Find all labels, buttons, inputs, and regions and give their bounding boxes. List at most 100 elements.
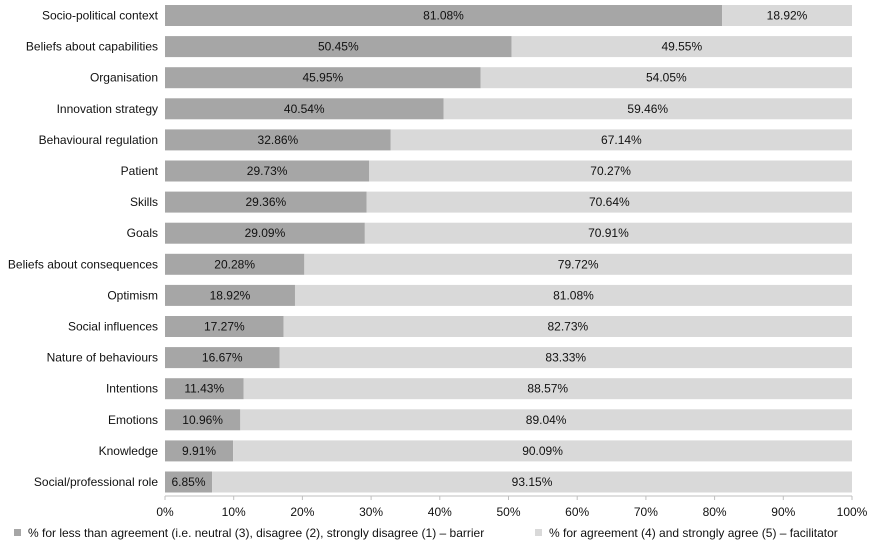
data-label-facilitator: 67.14% bbox=[601, 133, 642, 147]
bar-barrier bbox=[165, 347, 280, 369]
bar-facilitator bbox=[304, 253, 852, 275]
bar-facilitator bbox=[390, 129, 852, 151]
data-label-facilitator: 82.73% bbox=[547, 320, 588, 334]
bar-barrier bbox=[165, 191, 367, 213]
bar-barrier bbox=[165, 253, 305, 275]
data-label-facilitator: 88.57% bbox=[527, 382, 568, 396]
category-label: Emotions bbox=[108, 413, 158, 427]
x-tick-label: 60% bbox=[565, 505, 589, 519]
legend-swatch-barrier bbox=[14, 529, 21, 536]
category-labels: Socio-political context Beliefs about cap… bbox=[8, 9, 159, 490]
bar-barrier bbox=[165, 409, 241, 431]
data-label-facilitator: 79.72% bbox=[558, 257, 599, 271]
data-label-barrier: 18.92% bbox=[210, 288, 251, 302]
bar-barrier bbox=[165, 316, 284, 337]
data-label-facilitator: 59.46% bbox=[627, 102, 668, 116]
category-label: Knowledge bbox=[99, 444, 159, 458]
legend-swatch-facilitator bbox=[535, 529, 542, 536]
bar-facilitator bbox=[283, 316, 852, 337]
bar-facilitator bbox=[369, 160, 852, 182]
bar-barrier bbox=[165, 129, 391, 151]
data-label-barrier: 32.86% bbox=[258, 133, 299, 147]
data-label-barrier: 9.91% bbox=[182, 444, 216, 458]
data-label-facilitator: 93.15% bbox=[512, 475, 553, 489]
x-tick-label: 80% bbox=[703, 505, 727, 519]
bar-facilitator bbox=[240, 409, 853, 431]
x-tick-label: 20% bbox=[290, 505, 314, 519]
bar-barrier bbox=[165, 5, 723, 26]
category-label: Intentions bbox=[106, 382, 158, 396]
bar-facilitator bbox=[279, 347, 852, 369]
bars bbox=[165, 5, 853, 493]
category-label: Beliefs about capabilities bbox=[26, 40, 158, 54]
data-label-barrier: 16.67% bbox=[202, 351, 243, 365]
legend-label-facilitator: % for agreement (4) and strongly agree (… bbox=[549, 526, 838, 540]
x-tick-label: 10% bbox=[222, 505, 246, 519]
category-label: Goals bbox=[127, 226, 158, 240]
bar-barrier bbox=[165, 378, 244, 400]
bar-barrier bbox=[165, 440, 234, 462]
category-label: Organisation bbox=[90, 71, 158, 85]
bar-barrier bbox=[165, 284, 295, 306]
data-label-barrier: 11.43% bbox=[184, 382, 224, 396]
category-label: Skills bbox=[130, 195, 158, 209]
category-label: Innovation strategy bbox=[57, 102, 158, 116]
bar-facilitator bbox=[294, 284, 852, 306]
bar-facilitator bbox=[243, 378, 852, 400]
x-tick-label: 50% bbox=[496, 505, 520, 519]
data-label-barrier: 10.96% bbox=[182, 413, 223, 427]
data-label-barrier: 40.54% bbox=[284, 102, 325, 116]
data-label-facilitator: 54.05% bbox=[646, 71, 687, 85]
data-label-barrier: 17.27% bbox=[204, 320, 245, 334]
data-label-barrier: 29.36% bbox=[246, 195, 287, 209]
x-tick-label: 90% bbox=[771, 505, 795, 519]
data-label-facilitator: 83.33% bbox=[545, 351, 586, 365]
bar-facilitator bbox=[364, 222, 852, 244]
data-label-facilitator: 81.08% bbox=[553, 288, 594, 302]
bar-facilitator bbox=[366, 191, 852, 213]
data-label-facilitator: 89.04% bbox=[526, 413, 567, 427]
bar-barrier bbox=[165, 98, 444, 120]
bar-barrier bbox=[165, 222, 365, 244]
data-label-facilitator: 49.55% bbox=[661, 40, 702, 54]
data-label-barrier: 45.95% bbox=[302, 71, 343, 85]
bar-facilitator bbox=[480, 67, 852, 89]
bar-facilitator bbox=[722, 5, 852, 26]
x-tick-label: 70% bbox=[634, 505, 658, 519]
category-label: Beliefs about consequences bbox=[8, 257, 158, 271]
data-label-barrier: 50.45% bbox=[318, 40, 359, 54]
data-label-facilitator: 18.92% bbox=[767, 9, 808, 23]
bar-barrier bbox=[165, 471, 213, 493]
x-tick-label: 0% bbox=[156, 505, 174, 519]
data-label-facilitator: 70.64% bbox=[589, 195, 630, 209]
legend-label-barrier: % for less than agreement (i.e. neutral … bbox=[28, 526, 484, 540]
data-label-facilitator: 70.27% bbox=[590, 164, 631, 178]
bar-labels: 81.08% 18.92% 50.45% 49.55% 45.95% 54.05% 40.5… bbox=[172, 9, 808, 490]
bar-facilitator bbox=[511, 36, 852, 58]
bar-facilitator bbox=[212, 471, 852, 493]
category-label: Patient bbox=[121, 164, 159, 178]
x-tick-label: 30% bbox=[359, 505, 383, 519]
category-label: Nature of behaviours bbox=[47, 351, 158, 365]
category-label: Optimism bbox=[107, 288, 158, 302]
bar-barrier bbox=[165, 160, 370, 182]
x-tick-label: 100% bbox=[837, 505, 868, 519]
data-label-barrier: 81.08% bbox=[423, 9, 464, 23]
data-label-facilitator: 90.09% bbox=[522, 444, 563, 458]
category-label: Behavioural regulation bbox=[39, 133, 158, 147]
bar-facilitator bbox=[233, 440, 853, 462]
x-tick-label: 40% bbox=[428, 505, 452, 519]
data-label-barrier: 6.85% bbox=[172, 475, 206, 489]
data-label-facilitator: 70.91% bbox=[588, 226, 629, 240]
x-axis: 0% 10% 20% 30% 40% 50% 60% 70% 80% 90% 100% bbox=[156, 495, 868, 519]
data-label-barrier: 29.73% bbox=[247, 164, 288, 178]
data-label-barrier: 20.28% bbox=[214, 257, 255, 271]
bar-facilitator bbox=[443, 98, 852, 120]
category-label: Social influences bbox=[68, 320, 158, 334]
category-label: Socio-political context bbox=[42, 9, 159, 23]
bar-barrier bbox=[165, 67, 481, 89]
category-label: Social/professional role bbox=[34, 475, 158, 489]
data-label-barrier: 29.09% bbox=[245, 226, 286, 240]
bar-barrier bbox=[165, 36, 512, 58]
